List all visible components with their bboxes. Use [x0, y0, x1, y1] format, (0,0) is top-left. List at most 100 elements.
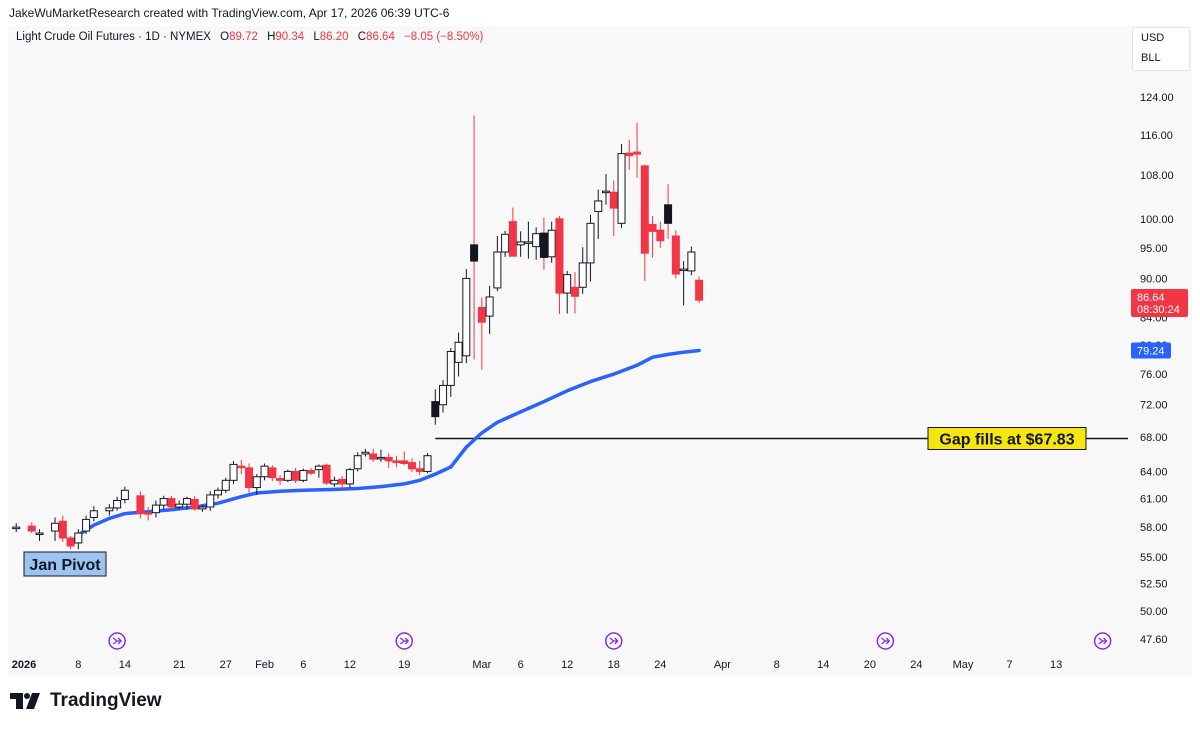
- candle: [617, 144, 626, 228]
- candle-body: [151, 504, 160, 514]
- candle-body: [392, 460, 401, 464]
- moving-average-line: [76, 348, 701, 537]
- candle: [369, 448, 378, 462]
- candle-body: [136, 495, 145, 515]
- low-value: 86.20: [319, 31, 349, 43]
- x-tick-label: 19: [398, 659, 410, 671]
- candle-body: [415, 468, 424, 472]
- candle-body: [477, 306, 486, 323]
- candle: [423, 453, 432, 474]
- candle-body: [400, 460, 409, 465]
- candle: [35, 529, 44, 541]
- candle: [594, 189, 603, 239]
- candle-body: [299, 470, 308, 481]
- candle: [485, 286, 494, 334]
- candle-body: [260, 465, 269, 478]
- candle: [602, 174, 610, 205]
- candle: [376, 449, 385, 462]
- candle: [462, 269, 471, 364]
- x-tick-label: 14: [119, 659, 131, 671]
- event-marker-icon: [1093, 632, 1112, 650]
- candle: [206, 491, 215, 511]
- symbol-title[interactable]: Light Crude Oil Futures · 1D · NYMEX: [16, 31, 211, 43]
- candle: [477, 297, 486, 370]
- candle-body: [89, 510, 98, 518]
- candle: [322, 463, 331, 485]
- candle: [330, 476, 339, 487]
- candle-body: [679, 268, 688, 272]
- candle: [245, 463, 254, 494]
- candle-body: [159, 498, 168, 506]
- high-value: 90.34: [275, 31, 305, 43]
- candle: [252, 474, 261, 495]
- candle: [353, 452, 362, 472]
- candle: [625, 139, 634, 170]
- candle: [113, 496, 122, 511]
- brand-name: TradingView: [50, 690, 162, 711]
- candle-body: [369, 453, 378, 460]
- x-tick-label: 24: [910, 659, 922, 671]
- candle: [105, 504, 114, 516]
- candle: [74, 529, 83, 550]
- candle: [58, 515, 67, 542]
- event-marker-icon: [876, 632, 895, 650]
- candle-body: [105, 507, 114, 512]
- candle-body: [656, 229, 665, 242]
- candle-body: [283, 470, 292, 481]
- candle: [687, 246, 696, 276]
- y-tick-label: 95.00: [1140, 243, 1168, 255]
- candle-body: [578, 262, 587, 288]
- x-tick-label: 20: [864, 659, 876, 671]
- candle: [547, 221, 556, 263]
- chart-area[interactable]: [8, 26, 1192, 677]
- candle: [493, 236, 502, 292]
- candle-body: [671, 235, 680, 275]
- currency-label[interactable]: USD: [1141, 32, 1165, 44]
- unit-label[interactable]: BLL: [1141, 52, 1161, 64]
- candle-body: [570, 286, 579, 297]
- candle-body: [586, 222, 595, 264]
- candle-body: [322, 464, 331, 484]
- brand: TradingView: [10, 690, 162, 712]
- candle-body: [664, 204, 673, 224]
- candle-body: [470, 244, 479, 262]
- candle: [555, 215, 564, 315]
- y-tick-label: 58.00: [1140, 522, 1168, 534]
- candle-body: [182, 498, 191, 505]
- candle: [120, 486, 129, 504]
- candle: [384, 453, 393, 468]
- candle: [159, 495, 168, 510]
- candle-body: [330, 479, 339, 485]
- price-badge: [1131, 288, 1188, 317]
- candle-body: [144, 512, 153, 515]
- price-badge-countdown: 08:30:24: [1137, 304, 1180, 316]
- x-tick-label: 12: [561, 659, 573, 671]
- x-tick-label: 8: [774, 659, 780, 671]
- candle-body: [376, 456, 385, 460]
- candle: [27, 522, 36, 534]
- event-marker-icon: [605, 632, 623, 650]
- gap-label-box: [927, 427, 1087, 451]
- y-tick-label: 100.00: [1140, 214, 1174, 226]
- candle: [82, 515, 91, 535]
- candle-body: [462, 277, 471, 357]
- candle-body: [268, 467, 277, 479]
- candle: [190, 495, 199, 511]
- candle-body: [439, 384, 448, 406]
- y-tick-label: 116.00: [1140, 130, 1173, 142]
- candle-body: [454, 341, 463, 363]
- symbol-legend: Light Crude Oil Futures · 1D · NYMEX O89…: [16, 31, 483, 43]
- candle: [182, 496, 191, 510]
- candle-body: [58, 520, 67, 539]
- candle-body: [27, 525, 36, 532]
- scale-settings[interactable]: USD BLL: [1132, 27, 1190, 71]
- candle: [516, 231, 525, 257]
- y-tick-label: 50.00: [1140, 606, 1168, 618]
- candle: [221, 477, 230, 494]
- candle-body: [485, 296, 494, 317]
- candle: [415, 460, 424, 475]
- candle-body: [532, 233, 541, 248]
- close-value: 86.64: [366, 31, 395, 43]
- x-tick-label: 24: [654, 659, 666, 671]
